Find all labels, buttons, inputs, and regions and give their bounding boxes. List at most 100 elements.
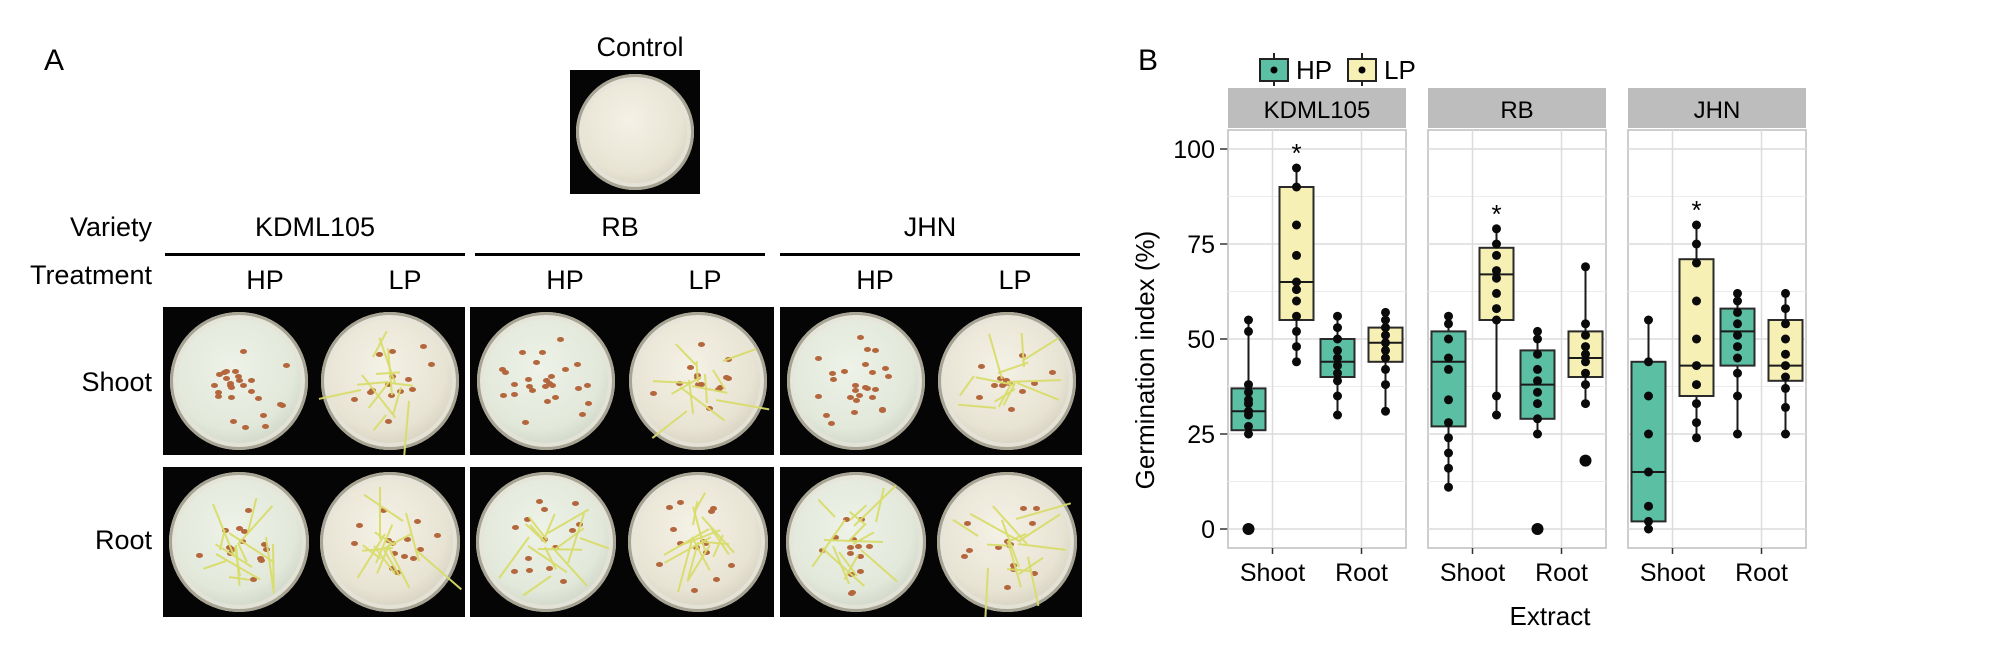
sprout [544, 513, 557, 538]
seed [656, 561, 664, 567]
data-point [1292, 311, 1301, 321]
photo-root-rb [470, 467, 774, 617]
petri-plate [169, 312, 308, 450]
data-point [1333, 361, 1342, 371]
data-point [1381, 307, 1390, 317]
seed [822, 412, 830, 418]
data-point [1581, 357, 1590, 367]
sprout [1020, 337, 1059, 362]
data-point [1381, 323, 1390, 333]
data-point [1692, 433, 1701, 443]
boxplot-chart: B HP LP Germination index (%) Extract 0 25… [1130, 44, 1807, 631]
seed [864, 346, 872, 352]
data-point [1492, 315, 1501, 325]
data-point [1644, 467, 1653, 477]
sprout [238, 505, 273, 544]
seed [278, 403, 286, 409]
data-point [1733, 429, 1742, 439]
sprout [959, 375, 976, 396]
data-point [1444, 319, 1453, 329]
seed [226, 383, 234, 389]
seed [231, 368, 239, 374]
seed [872, 386, 880, 392]
seed [978, 364, 986, 370]
box-iqr [1430, 330, 1467, 428]
photo-root-jhn [780, 467, 1082, 617]
box-root-lp [1767, 288, 1804, 439]
data-point [1333, 353, 1342, 363]
seed [222, 368, 230, 374]
row-label-shoot: Shoot [81, 367, 152, 397]
control-photo [570, 70, 700, 194]
data-point [1781, 361, 1790, 371]
seed [388, 349, 396, 355]
seed [511, 381, 519, 387]
seed [241, 424, 249, 430]
data-point [1244, 429, 1253, 439]
seed [384, 418, 392, 424]
seed [848, 591, 856, 597]
data-point [1492, 391, 1501, 401]
data-point [1244, 380, 1253, 390]
seed [846, 551, 854, 557]
data-point [1533, 429, 1542, 439]
seed [578, 411, 586, 417]
treatment-label: Treatment [29, 260, 152, 290]
data-point [1781, 334, 1790, 344]
seed [861, 384, 869, 390]
photo-shoot-rb [470, 307, 774, 455]
seed [260, 412, 268, 418]
data-point [1292, 342, 1301, 352]
seed [868, 369, 876, 375]
seed [852, 388, 860, 394]
seed [855, 544, 863, 550]
data-point [1781, 319, 1790, 329]
sprout [817, 499, 836, 518]
seed [879, 406, 887, 412]
control-plate [576, 74, 694, 190]
data-point [1781, 402, 1790, 412]
seed [666, 504, 674, 510]
seed [1032, 505, 1040, 511]
seed [1030, 381, 1038, 387]
treatment-header: HP [856, 265, 894, 295]
seed [379, 508, 387, 514]
seed [518, 350, 526, 356]
seed [524, 516, 532, 522]
data-point [1692, 220, 1701, 230]
control-label: Control [596, 32, 684, 62]
seed [884, 373, 892, 379]
data-point [1733, 319, 1742, 329]
data-point [1644, 524, 1653, 534]
x-tick-label: Root [1335, 559, 1388, 587]
seed [512, 524, 520, 530]
seed [850, 409, 858, 415]
sprout [362, 493, 404, 522]
sprout [652, 410, 688, 440]
seed [261, 423, 269, 429]
sprout [653, 379, 690, 384]
seed [543, 398, 551, 404]
seed [210, 382, 218, 388]
data-point [1381, 380, 1390, 390]
seed [390, 550, 398, 556]
seed [961, 553, 969, 559]
seed [698, 342, 706, 348]
sprout [1018, 513, 1061, 543]
data-point [1644, 357, 1653, 367]
data-point [1533, 399, 1542, 409]
x-tick-label: Root [1535, 559, 1588, 587]
petri-plate [476, 472, 616, 612]
y-tick-label: 0 [1201, 516, 1215, 544]
seed [528, 387, 536, 393]
variety-header-rb: RB [601, 212, 639, 242]
seed [419, 343, 427, 349]
sprout [715, 399, 769, 411]
data-point [1292, 296, 1301, 306]
seed [551, 394, 559, 400]
seed [414, 519, 422, 525]
seed [702, 541, 710, 547]
seed [561, 367, 569, 373]
seed [964, 521, 972, 527]
facet-kdml105: KDML105 Shoot Root * [1227, 88, 1407, 587]
